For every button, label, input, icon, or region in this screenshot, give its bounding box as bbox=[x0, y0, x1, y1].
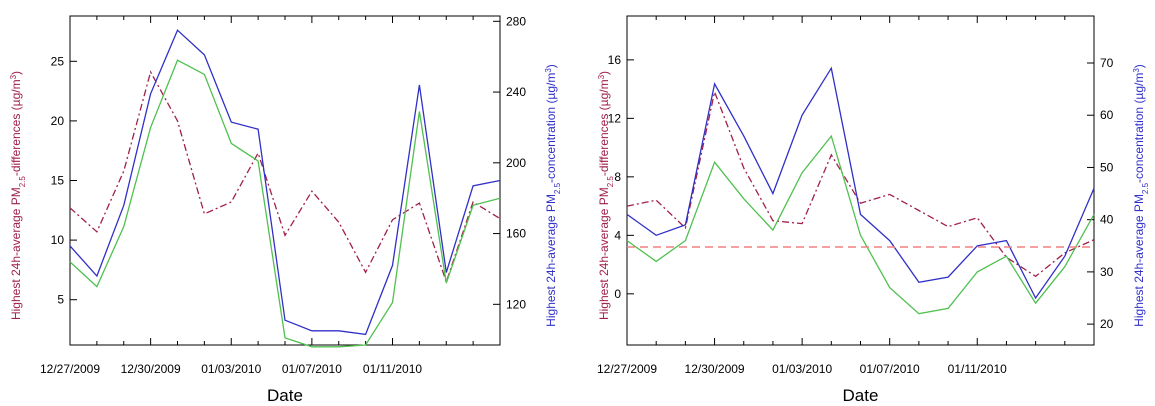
y-right-tick-label: 60 bbox=[1100, 108, 1114, 122]
series-line-2 bbox=[626, 66, 1095, 300]
y-left-axis-title: Highest 24h-average PM2.5-differences (µ… bbox=[9, 71, 27, 320]
x-tick-label: 01/11/2010 bbox=[363, 362, 422, 376]
x-tick-label: 01/07/2010 bbox=[860, 362, 920, 376]
x-tick-label: 12/27/2009 bbox=[40, 362, 100, 376]
y-left-tick-label: 4 bbox=[614, 228, 621, 242]
y-left-tick-label: 20 bbox=[51, 114, 65, 128]
x-tick-label: 01/03/2010 bbox=[201, 362, 261, 376]
y-right-tick-label: 20 bbox=[1100, 317, 1114, 331]
x-axis-title: Date bbox=[843, 386, 879, 405]
plot-frame bbox=[69, 15, 501, 346]
y-right-tick-label: 70 bbox=[1100, 56, 1114, 70]
y-left-tick-label: 25 bbox=[51, 54, 65, 68]
series-line-2 bbox=[69, 29, 501, 336]
x-tick-label: 01/03/2010 bbox=[772, 362, 832, 376]
y-right-tick-label: 280 bbox=[506, 14, 526, 28]
y-right-tick-label: 30 bbox=[1100, 265, 1114, 279]
y-right-axis-title: Highest 24h-average PM2.5-concentration … bbox=[1132, 64, 1150, 327]
series-line-1 bbox=[69, 70, 501, 284]
x-tick-label: 01/07/2010 bbox=[282, 362, 342, 376]
series-line-3 bbox=[626, 134, 1095, 315]
y-right-tick-label: 50 bbox=[1100, 160, 1114, 174]
series-line-3 bbox=[69, 59, 501, 348]
y-left-tick-label: 0 bbox=[614, 287, 621, 301]
x-tick-label: 12/30/2009 bbox=[685, 362, 745, 376]
y-right-tick-label: 40 bbox=[1100, 213, 1114, 227]
y-left-tick-label: 10 bbox=[51, 233, 65, 247]
y-right-axis-title: Highest 24h-average PM2.5-concentration … bbox=[544, 64, 562, 327]
y-left-axis-title: Highest 24h-average PM2.5-differences (µ… bbox=[597, 71, 615, 320]
y-right-tick-label: 120 bbox=[506, 297, 526, 311]
x-axis-title: Date bbox=[267, 386, 303, 405]
chart-panel-2: 12/27/2009 12/30/2009 01/03/2010 01/07/2010… bbox=[597, 15, 1150, 405]
y-left-tick-label: 5 bbox=[57, 293, 64, 307]
y-left-tick-label: 15 bbox=[51, 174, 65, 188]
series-line-1 bbox=[626, 89, 1095, 278]
y-right-tick-label: 200 bbox=[506, 156, 526, 170]
chart-panel-1: 12/27/2009 12/30/2009 01/03/2010 01/07/2010… bbox=[9, 14, 562, 405]
plot-frame bbox=[626, 15, 1095, 346]
y-right-tick-label: 240 bbox=[506, 85, 526, 99]
y-left-tick-label: 12 bbox=[608, 111, 622, 125]
y-right-tick-label: 160 bbox=[506, 227, 526, 241]
x-tick-label: 12/30/2009 bbox=[121, 362, 181, 376]
y-left-tick-label: 16 bbox=[608, 53, 622, 67]
x-tick-label: 12/27/2009 bbox=[597, 362, 657, 376]
x-tick-label: 01/11/2010 bbox=[948, 362, 1007, 376]
y-left-tick-label: 8 bbox=[614, 170, 621, 184]
